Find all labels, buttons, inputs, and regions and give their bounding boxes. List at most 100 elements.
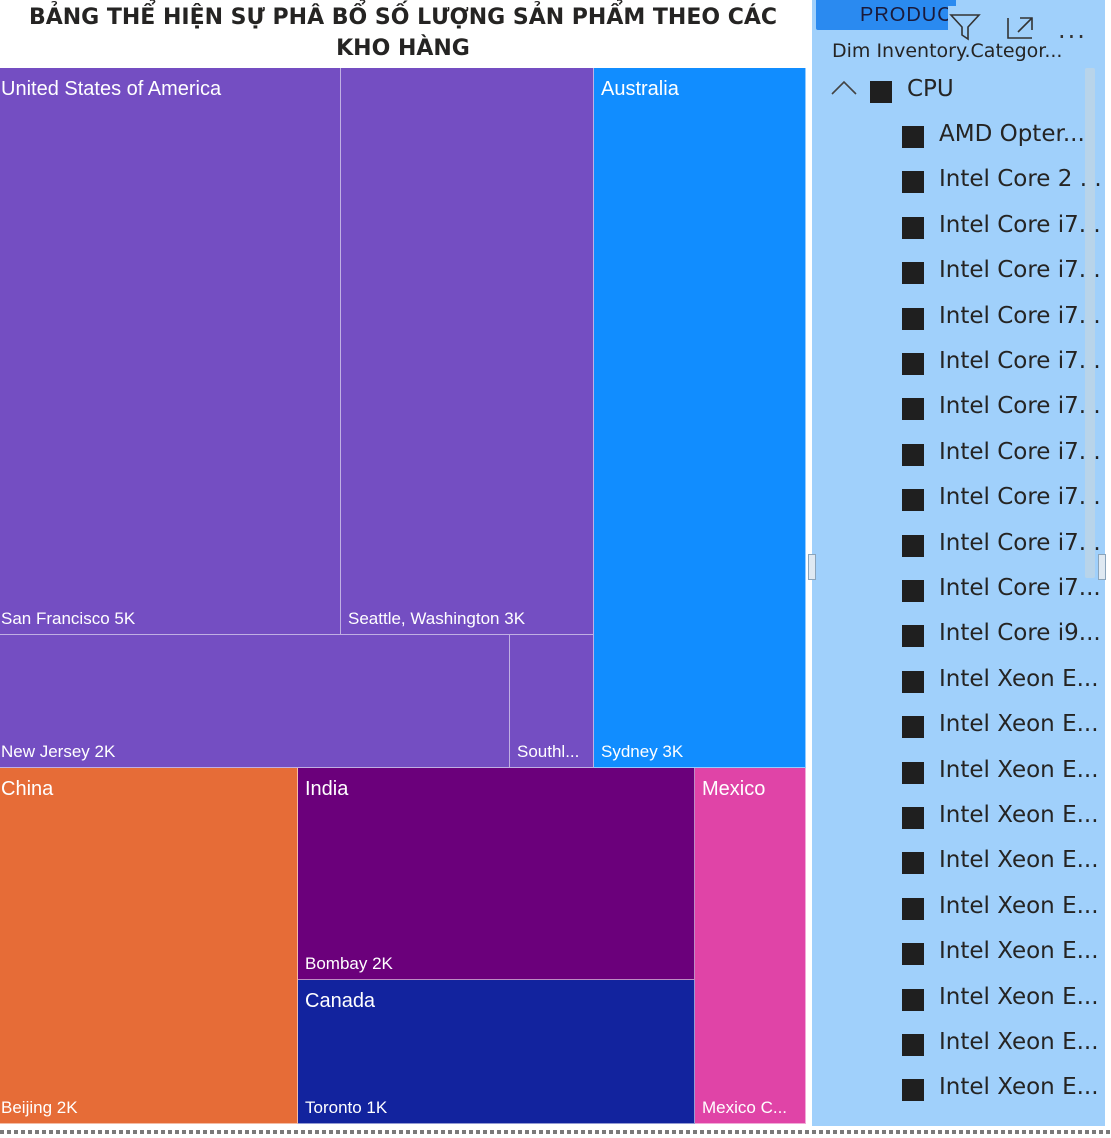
slicer-item-label: Intel Core i7...	[939, 575, 1101, 601]
checkbox[interactable]	[902, 625, 924, 648]
checkbox[interactable]	[902, 1034, 924, 1056]
slicer-item[interactable]: Intel Xeon E...	[812, 707, 1099, 747]
checkbox[interactable]	[902, 489, 924, 512]
checkbox[interactable]	[902, 1079, 924, 1102]
treemap-group-label: China	[1, 778, 54, 800]
slicer-item[interactable]: Intel Xeon E...	[812, 662, 1099, 702]
slicer-item-label: Intel Core i7...	[939, 302, 1101, 329]
slicer-header-icons: ...	[948, 6, 1105, 46]
slicer-scrollbar[interactable]	[1085, 68, 1095, 578]
checkbox[interactable]	[902, 126, 924, 148]
checkbox[interactable]	[902, 443, 924, 466]
more-options-icon[interactable]: ...	[1058, 16, 1087, 44]
slicer-item-label: Intel Xeon E...	[939, 938, 1099, 965]
slicer-item-label: Intel Core i7...	[939, 393, 1101, 420]
slicer-item-label: Intel Core i7...	[939, 529, 1101, 556]
slicer-item[interactable]: Intel Core i7...	[812, 253, 1101, 293]
treemap-tile[interactable]: Southl...	[510, 635, 594, 768]
slicer-item-label: Intel Xeon E...	[939, 1074, 1099, 1101]
treemap-tile[interactable]: India Bombay 2K	[298, 768, 695, 980]
slicer-item[interactable]: Intel Xeon E...	[812, 1070, 1099, 1110]
checkbox[interactable]	[902, 307, 924, 330]
slicer-item[interactable]: Intel Core i7...	[812, 571, 1101, 611]
treemap-leaf-label: San Francisco 5K	[1, 609, 136, 628]
slicer-panel: PRODUC ... Dim Inventory.Categor... CPU A…	[812, 0, 1105, 1126]
treemap-leaf-label: New Jersey 2K	[1, 742, 116, 761]
slicer-item-label: Intel Xeon E...	[939, 1029, 1099, 1055]
slicer-item[interactable]: Intel Xeon E...	[812, 843, 1099, 883]
checkbox[interactable]	[902, 988, 924, 1011]
treemap-leaf-label: Mexico C...	[702, 1098, 788, 1117]
treemap-leaf-label: Toronto 1K	[305, 1098, 388, 1117]
slicer-item-label: Intel Xeon E...	[939, 892, 1099, 919]
checkbox[interactable]	[902, 716, 924, 739]
slicer-item[interactable]: AMD Opter...	[812, 117, 1092, 157]
treemap-leaf-label: Bombay 2K	[305, 954, 393, 973]
checkbox[interactable]	[902, 943, 924, 966]
slicer-item[interactable]: Intel Core i7...	[812, 208, 1101, 248]
slicer-item-label: Intel Core i9...	[939, 620, 1101, 647]
treemap-visual: BẢNG THỂ HIỆN SỰ PHÂ BỔ SỐ LƯỢNG SẢN PHẨ…	[0, 5, 806, 1124]
slicer-item[interactable]: Intel Core i7...	[812, 389, 1101, 429]
slicer-item[interactable]: Intel Xeon E...	[812, 1025, 1099, 1065]
checkbox[interactable]	[902, 353, 924, 375]
treemap-tile[interactable]: New Jersey 2K	[0, 635, 510, 768]
treemap-group-label: United States of America	[1, 78, 222, 100]
treemap-tile[interactable]: Seattle, Washington 3K	[341, 68, 594, 635]
chevron-up-icon[interactable]	[830, 78, 858, 102]
resize-handle-right[interactable]	[1098, 554, 1106, 580]
treemap-group-label: India	[305, 778, 349, 800]
slicer-item[interactable]: Intel Xeon E...	[812, 798, 1099, 838]
treemap-area: United States of America San Francisco 5K…	[0, 68, 806, 1124]
slicer-item-label: Intel Core i7...	[939, 257, 1101, 284]
checkbox[interactable]	[902, 761, 924, 784]
checkbox[interactable]	[902, 897, 924, 920]
treemap-tile[interactable]: Mexico Mexico C...	[695, 768, 806, 1124]
chart-title: BẢNG THỂ HIỆN SỰ PHÂ BỔ SỐ LƯỢNG SẢN PHẨ…	[28, 5, 778, 61]
treemap-tile[interactable]: China Beijing 2K	[0, 768, 298, 1124]
slicer-category-cpu[interactable]: CPU	[812, 72, 1092, 112]
slicer-item-label: Intel Core i7...	[939, 438, 1101, 465]
slicer-item[interactable]: Intel Xeon E...	[812, 889, 1099, 929]
slicer-item[interactable]: Intel Core i7...	[812, 526, 1101, 566]
checkbox[interactable]	[902, 807, 924, 829]
slicer-item-label: Intel Core i7...	[939, 348, 1101, 374]
slicer-item-label: Intel Xeon E...	[939, 665, 1099, 692]
checkbox[interactable]	[902, 580, 924, 602]
slicer-item-label: Intel Xeon E...	[939, 847, 1099, 874]
slicer-item-label: AMD Opter...	[939, 121, 1085, 147]
resize-handle-left[interactable]	[808, 554, 816, 580]
filter-icon[interactable]	[948, 12, 982, 42]
checkbox[interactable]	[902, 216, 924, 239]
treemap-group-label: Mexico	[702, 778, 766, 800]
slicer-item[interactable]: Intel Core i7...	[812, 480, 1101, 520]
visual-border	[0, 1130, 1111, 1134]
slicer-item[interactable]: Intel Core i7...	[812, 435, 1101, 475]
focus-mode-icon[interactable]	[1004, 12, 1038, 42]
checkbox[interactable]	[902, 262, 924, 285]
slicer-field-name: Dim Inventory.Categor...	[832, 40, 1063, 62]
checkbox[interactable]	[902, 852, 924, 875]
slicer-item[interactable]: Intel Core 2 ...	[812, 162, 1102, 202]
treemap-tile[interactable]: Australia Sydney 3K	[594, 68, 806, 768]
slicer-item[interactable]: Intel Xeon E...	[812, 753, 1099, 793]
slicer-tab[interactable]: PRODUC	[816, 0, 956, 30]
slicer-item[interactable]: Intel Core i9...	[812, 616, 1101, 656]
slicer-item-label: Intel Xeon E...	[939, 802, 1099, 828]
slicer-item[interactable]: Intel Core i7...	[812, 299, 1101, 339]
checkbox[interactable]	[870, 81, 892, 103]
treemap-tile[interactable]: United States of America San Francisco 5K	[0, 68, 341, 635]
slicer-item-label: Intel Xeon E...	[939, 983, 1099, 1010]
slicer-item[interactable]: Intel Core i7...	[812, 344, 1101, 384]
slicer-item-label: Intel Core 2 ...	[939, 166, 1102, 193]
checkbox[interactable]	[902, 670, 924, 693]
slicer-category-label: CPU	[907, 76, 954, 102]
treemap-tile[interactable]: Canada Toronto 1K	[298, 980, 695, 1124]
slicer-item-label: Intel Xeon E...	[939, 711, 1099, 738]
slicer-item[interactable]: Intel Xeon E...	[812, 980, 1099, 1020]
checkbox[interactable]	[902, 534, 924, 557]
treemap-leaf-label: Sydney 3K	[601, 742, 684, 761]
checkbox[interactable]	[902, 398, 924, 421]
checkbox[interactable]	[902, 171, 924, 194]
slicer-item[interactable]: Intel Xeon E...	[812, 934, 1099, 974]
